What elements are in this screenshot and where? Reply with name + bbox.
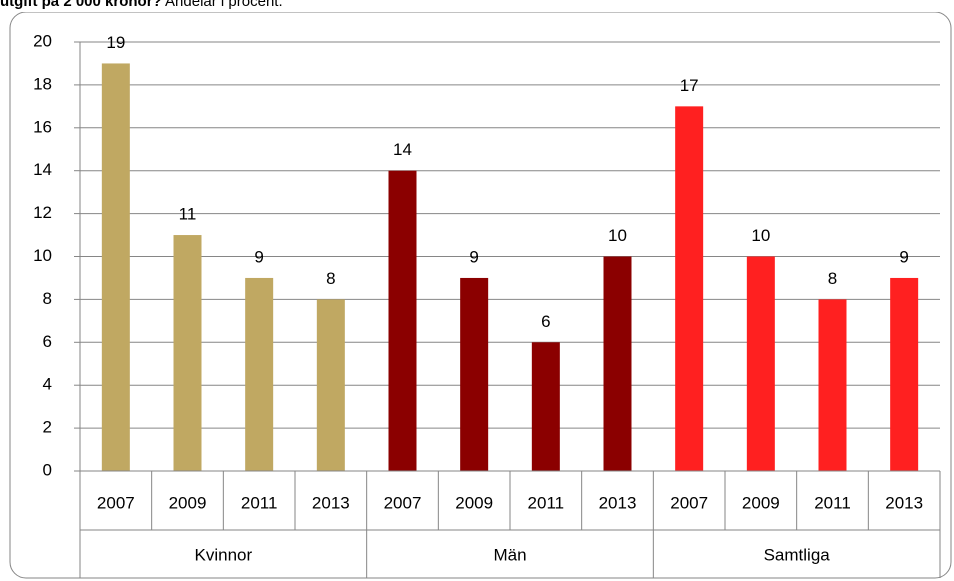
bar [818,299,847,471]
bar [531,342,560,471]
x-tick-label: 2011 [528,493,565,512]
data-label: 17 [680,76,699,95]
y-tick-label: 10 [33,246,52,265]
data-label: 8 [326,269,335,288]
data-label: 9 [469,247,478,266]
y-tick-label: 20 [33,31,52,50]
data-label: 6 [541,312,550,331]
bar [173,235,202,471]
data-label: 8 [828,269,837,288]
x-tick-label: 2007 [97,493,135,512]
y-tick-label: 2 [43,418,52,437]
chart-title: utgift på 2 000 kronor? [0,0,162,10]
group-label: Män [493,545,526,564]
x-tick-label: 2013 [599,493,637,512]
data-label: 19 [106,33,125,52]
group-label: Kvinnor [195,545,253,564]
data-label: 10 [751,226,770,245]
data-label: 10 [608,226,627,245]
chart-subtitle: Andelar i procent. [165,0,283,10]
group-label: Samtliga [764,545,831,564]
data-label: 9 [254,247,263,266]
x-tick-label: 2007 [670,493,708,512]
title-background [0,0,954,12]
x-tick-label: 2011 [814,493,851,512]
bar [675,106,704,471]
y-tick-label: 0 [43,460,52,479]
y-tick-label: 6 [43,332,52,351]
x-tick-label: 2009 [455,493,493,512]
x-tick-label: 2013 [312,493,350,512]
bar [388,170,417,471]
x-tick-label: 2009 [742,493,780,512]
y-tick-label: 16 [33,117,52,136]
x-tick-label: 2011 [241,493,278,512]
data-label: 11 [179,205,197,224]
y-tick-label: 14 [33,160,52,179]
y-tick-label: 18 [33,74,52,93]
chart-title-line: utgift på 2 000 kronor? Andelar i procen… [0,0,283,10]
bar [460,277,489,471]
bar [890,277,919,471]
bar [101,63,130,471]
bar [746,256,775,471]
y-tick-label: 12 [33,203,52,222]
y-tick-label: 8 [43,289,52,308]
x-tick-label: 2009 [169,493,207,512]
y-tick-label: 4 [43,375,52,394]
data-label: 14 [393,140,412,159]
x-tick-label: 2007 [384,493,422,512]
bar [245,277,274,471]
x-tick-label: 2013 [885,493,923,512]
data-label: 9 [899,247,908,266]
bar [316,299,345,471]
bar [603,256,632,471]
